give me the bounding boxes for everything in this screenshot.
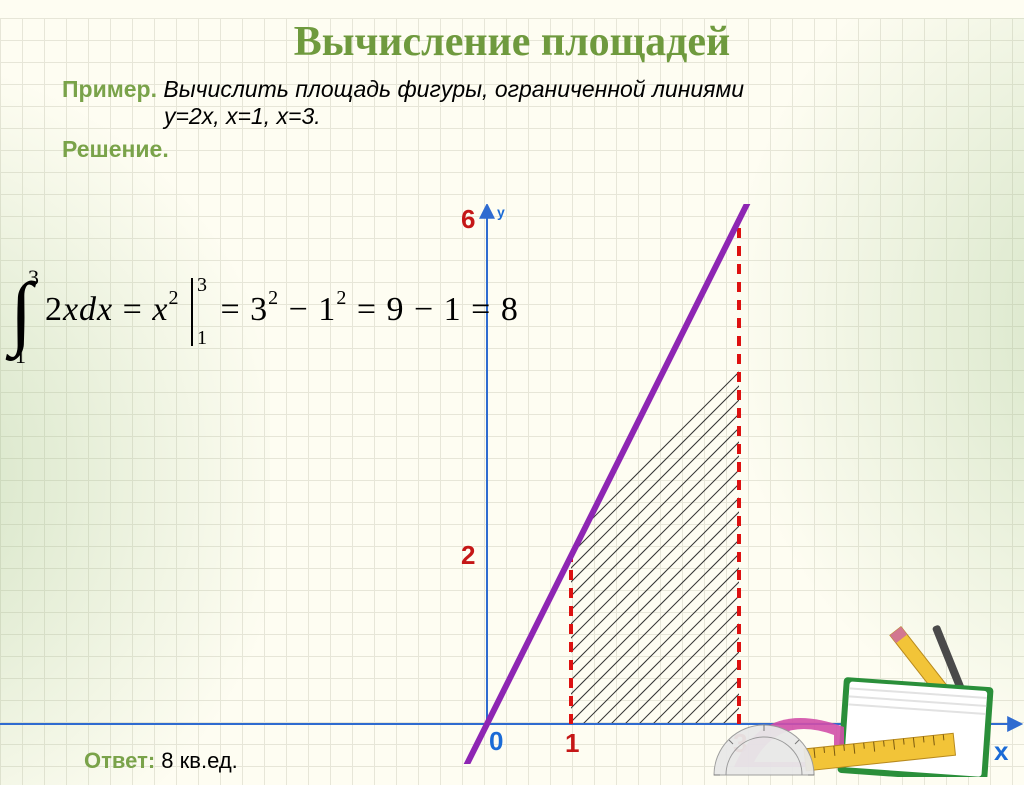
formula-rhs: = 32 − 12 = 9 − 1 = 8: [220, 291, 518, 328]
integral-formula: ∫ 3 1 2xdx = x2 3 1 = 32 − 12 = 9 − 1 = …: [10, 278, 519, 346]
answer-value: 8 кв.ед.: [161, 748, 237, 773]
y-tick-6: 6: [461, 204, 475, 235]
eval-upper: 3: [197, 274, 208, 297]
x-axis-label: x: [994, 736, 1008, 767]
x-tick-1: 1: [565, 728, 579, 759]
answer-label: Ответ:: [84, 748, 155, 773]
answer-line: Ответ: 8 кв.ед.: [84, 748, 238, 774]
y-tick-2: 2: [461, 540, 475, 571]
solution-label: Решение.: [62, 136, 1024, 163]
prompt-line-2: y=2x, x=1, x=3.: [164, 103, 321, 129]
integrand: 2xdx = x2: [45, 291, 179, 328]
integral-lower-bound: 1: [15, 347, 27, 365]
page-title: Вычисление площадей: [0, 18, 1024, 66]
integral-upper-bound: 3: [28, 269, 40, 287]
example-prompt: Пример. Вычислить площадь фигуры, ограни…: [62, 76, 1024, 130]
integral-sign-icon: ∫ 3 1: [10, 279, 33, 345]
eval-lower: 1: [197, 327, 208, 350]
power: 2: [168, 287, 179, 309]
example-label: Пример.: [62, 76, 157, 102]
prompt-line-1: Вычислить площадь фигуры, ограниченной л…: [163, 76, 744, 102]
stationery-decor-icon: [694, 607, 994, 777]
origin-label: 0: [489, 726, 503, 757]
y-axis-label: y: [497, 204, 505, 220]
evaluation-bar-icon: 3 1: [191, 278, 193, 346]
